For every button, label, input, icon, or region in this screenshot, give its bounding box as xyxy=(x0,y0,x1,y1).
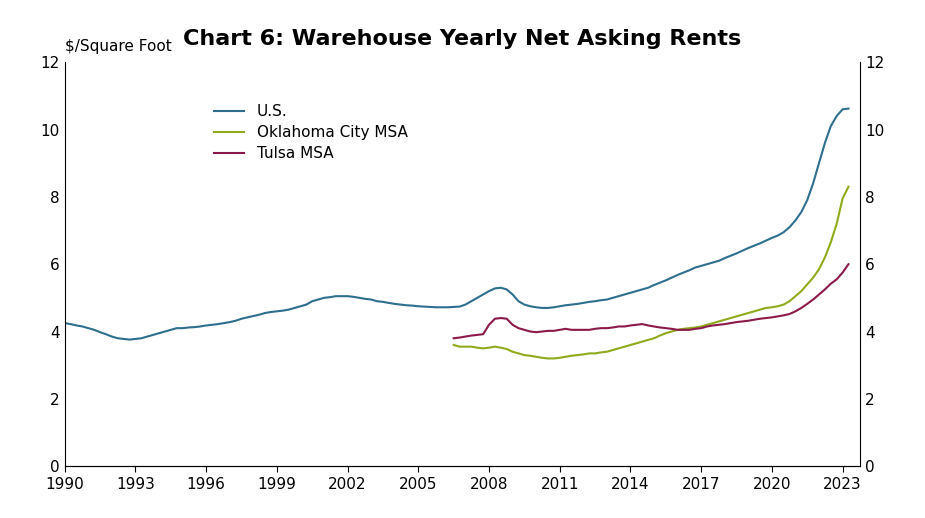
Oklahoma City MSA xyxy=(843,184,854,190)
Text: $/Square Foot: $/Square Foot xyxy=(65,39,171,54)
U.S. xyxy=(365,296,376,303)
U.S. xyxy=(802,197,813,203)
Line: U.S.: U.S. xyxy=(65,109,848,340)
Tulsa MSA xyxy=(536,328,548,335)
Tulsa MSA xyxy=(678,327,689,333)
Legend: U.S., Oklahoma City MSA, Tulsa MSA: U.S., Oklahoma City MSA, Tulsa MSA xyxy=(207,98,413,167)
Tulsa MSA xyxy=(448,335,459,341)
Oklahoma City MSA xyxy=(619,343,630,350)
Tulsa MSA xyxy=(843,261,854,267)
Tulsa MSA xyxy=(832,276,843,282)
Oklahoma City MSA xyxy=(448,342,459,348)
Oklahoma City MSA xyxy=(678,326,689,332)
Oklahoma City MSA xyxy=(808,275,819,281)
Title: Chart 6: Warehouse Yearly Net Asking Rents: Chart 6: Warehouse Yearly Net Asking Ren… xyxy=(183,30,742,50)
Tulsa MSA xyxy=(802,301,813,307)
Oklahoma City MSA xyxy=(542,355,553,362)
U.S. xyxy=(101,331,112,337)
U.S. xyxy=(59,320,70,326)
Tulsa MSA xyxy=(542,328,553,334)
Oklahoma City MSA xyxy=(549,355,560,362)
Line: Tulsa MSA: Tulsa MSA xyxy=(453,264,848,338)
U.S. xyxy=(260,310,271,316)
U.S. xyxy=(843,106,854,112)
Oklahoma City MSA xyxy=(536,355,548,361)
Line: Oklahoma City MSA: Oklahoma City MSA xyxy=(453,187,848,358)
U.S. xyxy=(796,209,807,215)
U.S. xyxy=(236,315,247,322)
Tulsa MSA xyxy=(672,327,684,333)
U.S. xyxy=(124,337,135,343)
Oklahoma City MSA xyxy=(684,325,695,332)
